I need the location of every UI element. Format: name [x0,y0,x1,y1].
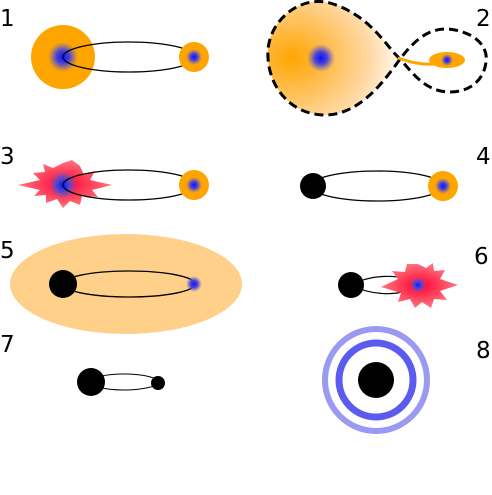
panel-5-number: 5 [0,238,15,264]
compact-object-primary [77,368,105,396]
panel-4: 4 [300,144,491,202]
exploding-core [410,277,426,293]
wave-ring-inner [335,339,417,421]
panel-8-number: 8 [476,338,491,364]
panel-7-number: 7 [0,332,15,358]
companion-core [186,276,202,292]
merged-remnant [358,362,394,398]
compact-object-secondary [151,376,165,390]
panel-3: 3 [0,144,209,208]
panel-5: 5 [0,234,242,334]
accretor-core [441,54,453,66]
wave-ring-outer [322,326,430,434]
panel-1: 1 [0,6,209,89]
panel-1-number: 1 [0,6,15,32]
panel-3-number: 3 [0,144,15,170]
panel-8: 8 [322,326,491,434]
panel-6: 6 [338,244,489,308]
panel-6-number: 6 [474,244,489,270]
panel-7: 7 [0,332,165,396]
companion-core [186,49,202,65]
panel-2-number: 2 [476,6,491,32]
roche-lobe-outline [266,0,488,117]
common-envelope [10,234,242,334]
mass-transfer-stream [397,56,436,66]
compact-object [300,173,326,199]
panel-4-number: 4 [476,144,491,170]
companion-core [186,177,202,193]
donor-core [307,44,335,72]
panel-2: 2 [266,0,491,117]
orbit [310,170,444,202]
companion-core [435,178,451,194]
